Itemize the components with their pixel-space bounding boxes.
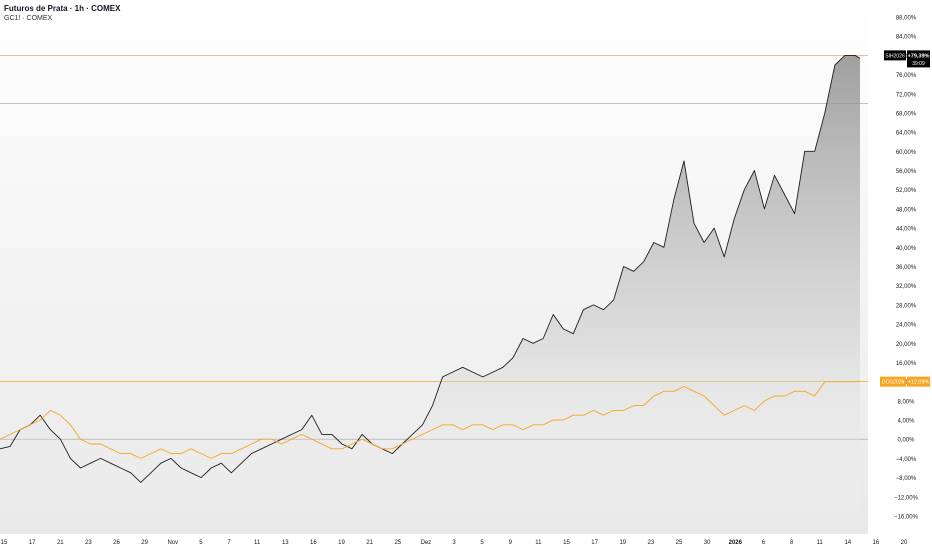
compare-symbol-label: GCG2026 (882, 380, 905, 386)
x-tick-label: 2026 (729, 540, 743, 546)
x-tick-label: 21 (366, 540, 373, 546)
x-tick-label: 16 (873, 540, 880, 546)
x-tick-label: 17 (29, 540, 36, 546)
y-tick-label: −12,00% (894, 495, 919, 501)
y-tick-label: 72,00% (896, 92, 917, 98)
x-tick-label: 30 (704, 540, 711, 546)
y-tick-label: 52,00% (896, 188, 917, 194)
y-tick-label: 4,00% (897, 419, 915, 425)
x-tick-label: 25 (394, 540, 401, 546)
x-tick-label: 11 (254, 540, 261, 546)
x-tick-label: 19 (338, 540, 345, 546)
y-tick-label: 36,00% (896, 265, 917, 271)
y-tick-label: −16,00% (894, 515, 919, 521)
y-tick-label: 68,00% (896, 112, 917, 118)
x-tick-label: 17 (591, 540, 598, 546)
y-tick-label: −8,00% (896, 476, 917, 482)
price-axis-background (868, 0, 932, 550)
x-tick-label: Nov (167, 540, 178, 546)
y-tick-label: 56,00% (896, 169, 917, 175)
y-tick-label: 64,00% (896, 131, 917, 137)
x-tick-label: 15 (1, 540, 8, 546)
y-tick-label: −4,00% (896, 457, 917, 463)
y-tick-label: 20,00% (896, 342, 917, 348)
y-tick-label: 8,00% (897, 399, 915, 405)
main-time-label: 39:09 (912, 61, 925, 67)
y-tick-label: 24,00% (896, 323, 917, 329)
x-tick-label: 11 (816, 540, 823, 546)
y-tick-label: 48,00% (896, 207, 917, 213)
x-tick-label: 20 (901, 540, 908, 546)
y-tick-label: 60,00% (896, 150, 917, 156)
x-tick-label: 21 (57, 540, 64, 546)
x-tick-label: 11 (535, 540, 542, 546)
y-tick-label: 84,00% (896, 35, 917, 41)
y-tick-label: 76,00% (896, 73, 917, 79)
y-tick-label: 88,00% (896, 16, 917, 22)
x-tick-label: 15 (563, 540, 570, 546)
x-tick-label: 25 (676, 540, 683, 546)
main-symbol-label: SIH2026 (885, 53, 905, 59)
x-tick-label: 14 (844, 540, 851, 546)
x-tick-label: 29 (141, 540, 148, 546)
x-tick-label: 19 (619, 540, 626, 546)
x-tick-label: 23 (85, 540, 92, 546)
y-tick-label: 44,00% (896, 227, 917, 233)
y-tick-label: 32,00% (896, 284, 917, 290)
y-tick-label: 40,00% (896, 246, 917, 252)
y-tick-label: 16,00% (896, 361, 917, 367)
chart-title: Futuros de Prata · 1h · COMEX (4, 4, 120, 13)
main-value-label: +79,39% (908, 53, 930, 59)
chart-subtitle: GC1! · COMEX (4, 15, 52, 22)
x-tick-label: 26 (113, 540, 120, 546)
y-tick-label: 0,00% (897, 438, 915, 444)
compare-value-label: +12,09% (908, 380, 930, 386)
x-tick-label: Dez (421, 540, 432, 546)
x-tick-label: 23 (648, 540, 655, 546)
y-tick-label: 28,00% (896, 303, 917, 309)
x-tick-label: 16 (310, 540, 317, 546)
x-tick-label: 13 (282, 540, 289, 546)
